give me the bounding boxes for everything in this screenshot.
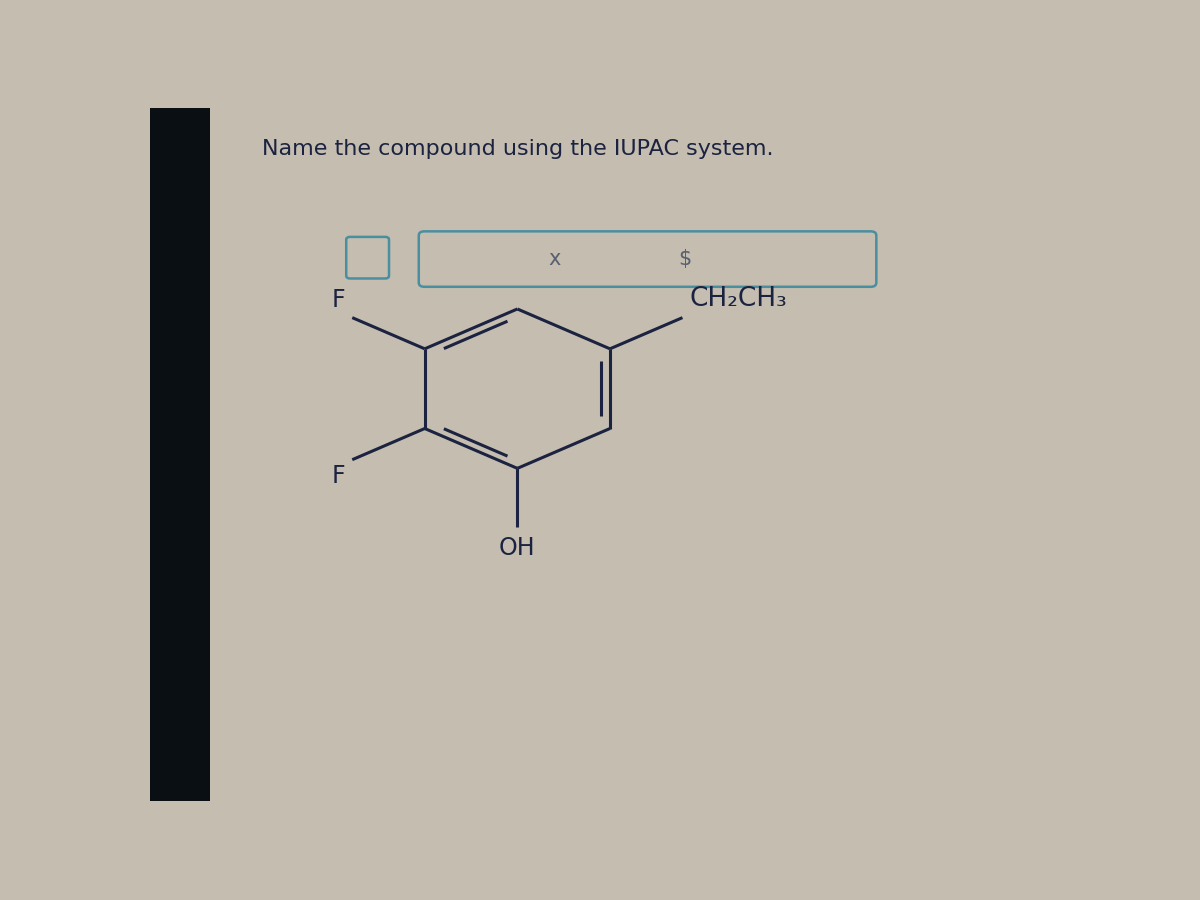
Text: F: F xyxy=(331,464,344,488)
Bar xyxy=(150,108,210,801)
Text: OH: OH xyxy=(499,536,535,560)
Text: $: $ xyxy=(678,249,691,269)
FancyBboxPatch shape xyxy=(419,231,876,287)
Text: F: F xyxy=(331,288,344,312)
Text: x: x xyxy=(548,249,560,269)
Text: CH₂CH₃: CH₂CH₃ xyxy=(690,286,787,312)
Text: Name the compound using the IUPAC system.: Name the compound using the IUPAC system… xyxy=(262,140,773,159)
